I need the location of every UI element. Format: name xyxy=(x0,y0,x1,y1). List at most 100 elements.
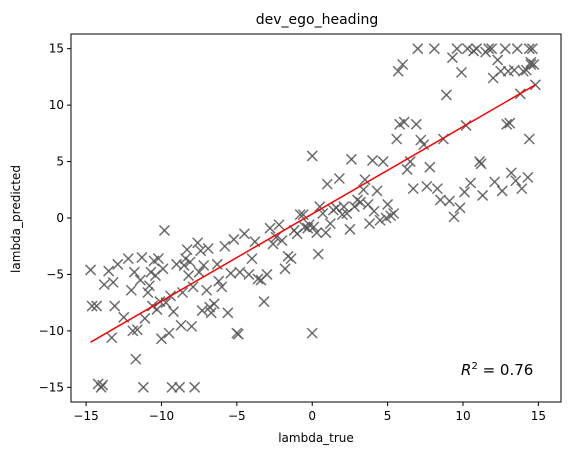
data-point xyxy=(321,178,333,190)
data-point xyxy=(312,248,324,260)
data-point xyxy=(440,89,452,101)
data-point xyxy=(97,379,109,391)
data-point xyxy=(184,256,196,268)
data-point xyxy=(267,238,279,250)
data-point xyxy=(424,161,436,173)
data-point xyxy=(109,300,121,312)
data-point xyxy=(139,312,151,324)
r-squared-superscript: 2 xyxy=(471,361,477,372)
data-point xyxy=(392,65,404,77)
data-point xyxy=(397,58,409,71)
data-point xyxy=(192,237,204,249)
data-point xyxy=(181,244,193,256)
data-point xyxy=(130,353,142,365)
data-point xyxy=(377,156,389,168)
data-point xyxy=(368,205,380,217)
data-point xyxy=(501,118,513,130)
y-tick-label: 10 xyxy=(49,98,64,112)
data-point xyxy=(508,64,520,76)
data-point xyxy=(477,189,489,201)
data-point xyxy=(160,297,172,309)
data-point xyxy=(354,196,367,208)
data-point xyxy=(471,43,483,55)
data-point xyxy=(523,43,535,55)
y-tick-label: −15 xyxy=(39,380,64,394)
data-point xyxy=(367,154,379,166)
y-tick-label: 15 xyxy=(49,42,64,56)
data-point xyxy=(320,227,332,239)
data-point xyxy=(475,158,487,170)
data-point xyxy=(177,286,189,299)
data-point xyxy=(232,328,244,340)
data-point xyxy=(189,381,201,393)
chart-title: dev_ego_heading xyxy=(256,12,378,28)
data-point xyxy=(163,327,175,339)
data-point xyxy=(388,207,400,220)
data-point xyxy=(306,327,318,339)
data-point xyxy=(496,185,508,197)
data-point xyxy=(175,319,187,331)
data-point xyxy=(201,284,213,296)
y-axis-label: lambda_predicted xyxy=(9,165,23,273)
data-point xyxy=(213,275,225,287)
data-point xyxy=(454,202,466,214)
data-point xyxy=(483,43,495,55)
data-point xyxy=(294,209,306,221)
data-point xyxy=(465,177,477,189)
data-point xyxy=(446,52,458,64)
data-point xyxy=(145,266,157,278)
data-point xyxy=(238,228,250,240)
data-point xyxy=(167,306,180,318)
x-tick-label: 10 xyxy=(455,409,470,423)
data-point xyxy=(270,231,282,243)
data-point xyxy=(404,156,416,168)
x-axis-label: lambda_true xyxy=(278,431,354,445)
data-point xyxy=(455,66,468,78)
data-point xyxy=(510,175,522,187)
data-point xyxy=(344,223,356,235)
x-tick-label: 15 xyxy=(531,409,546,423)
data-point xyxy=(264,222,276,234)
data-point xyxy=(98,279,110,291)
data-point xyxy=(91,300,103,312)
y-tick-label: 5 xyxy=(56,155,64,169)
data-point xyxy=(308,221,320,233)
data-point xyxy=(222,307,234,319)
data-point xyxy=(142,286,154,299)
data-point xyxy=(246,253,258,265)
data-point xyxy=(391,133,403,145)
data-point xyxy=(196,305,208,317)
data-point xyxy=(131,324,143,336)
data-point xyxy=(193,266,205,278)
x-tick-label: 0 xyxy=(308,409,316,423)
data-point xyxy=(523,133,535,145)
data-point xyxy=(407,183,419,195)
data-point xyxy=(505,167,517,179)
data-point xyxy=(526,43,538,55)
data-point xyxy=(448,211,460,223)
data-point xyxy=(333,172,345,185)
data-point xyxy=(398,116,410,128)
data-point xyxy=(324,218,336,230)
data-point xyxy=(458,186,471,198)
data-point xyxy=(157,263,169,275)
r-squared-symbol: R xyxy=(461,361,471,379)
data-point xyxy=(143,280,155,292)
x-tick-label: −15 xyxy=(73,409,98,423)
data-point xyxy=(158,224,171,236)
data-point xyxy=(499,43,511,55)
data-point xyxy=(128,266,140,278)
data-point xyxy=(106,332,118,344)
data-point xyxy=(178,259,190,271)
data-point xyxy=(122,253,134,265)
data-point xyxy=(371,185,383,197)
data-point xyxy=(421,180,433,192)
data-point xyxy=(186,320,198,332)
data-point xyxy=(363,218,376,230)
data-point xyxy=(202,242,214,255)
data-point xyxy=(243,268,255,280)
data-point xyxy=(520,64,532,76)
data-point xyxy=(311,227,323,239)
data-point xyxy=(401,163,413,175)
